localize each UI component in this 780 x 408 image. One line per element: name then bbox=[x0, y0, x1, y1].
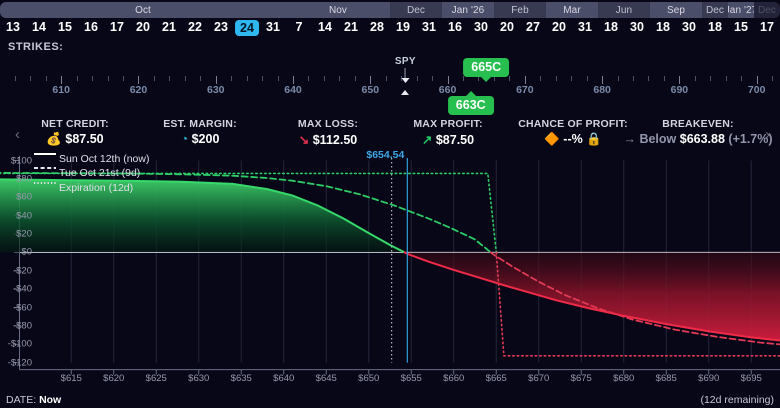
svg-text:$654.54: $654.54 bbox=[366, 150, 404, 161]
